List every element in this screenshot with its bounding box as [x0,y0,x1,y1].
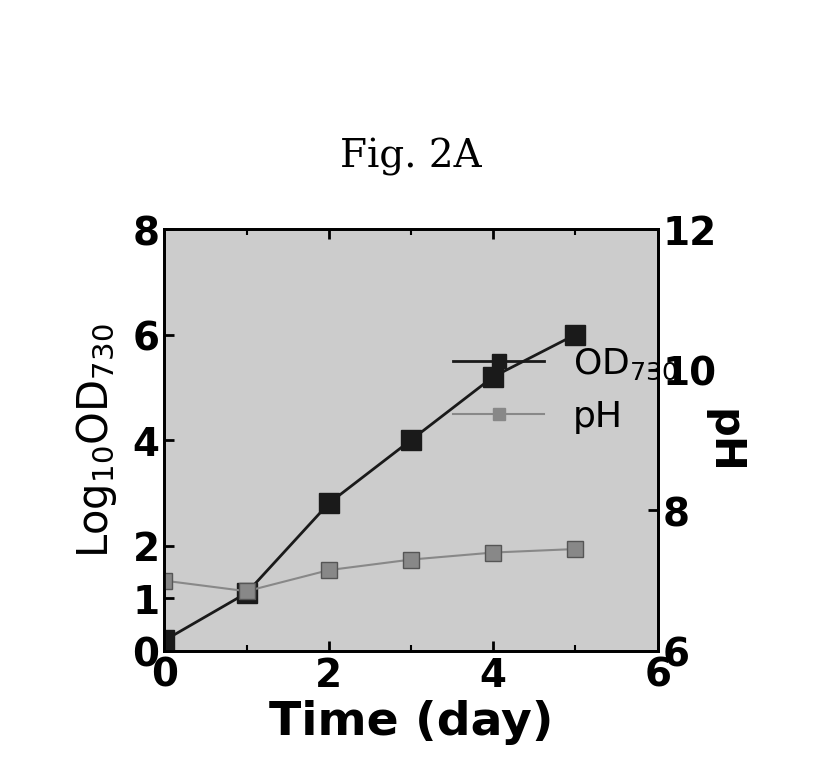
Y-axis label: $\mathrm{Log_{10}OD_{730}}$: $\mathrm{Log_{10}OD_{730}}$ [73,323,118,558]
Text: Fig. 2A: Fig. 2A [340,138,482,176]
Legend: OD$_{730}$, pH: OD$_{730}$, pH [439,332,692,448]
X-axis label: Time (day): Time (day) [269,699,553,745]
Y-axis label: pH: pH [703,408,745,473]
